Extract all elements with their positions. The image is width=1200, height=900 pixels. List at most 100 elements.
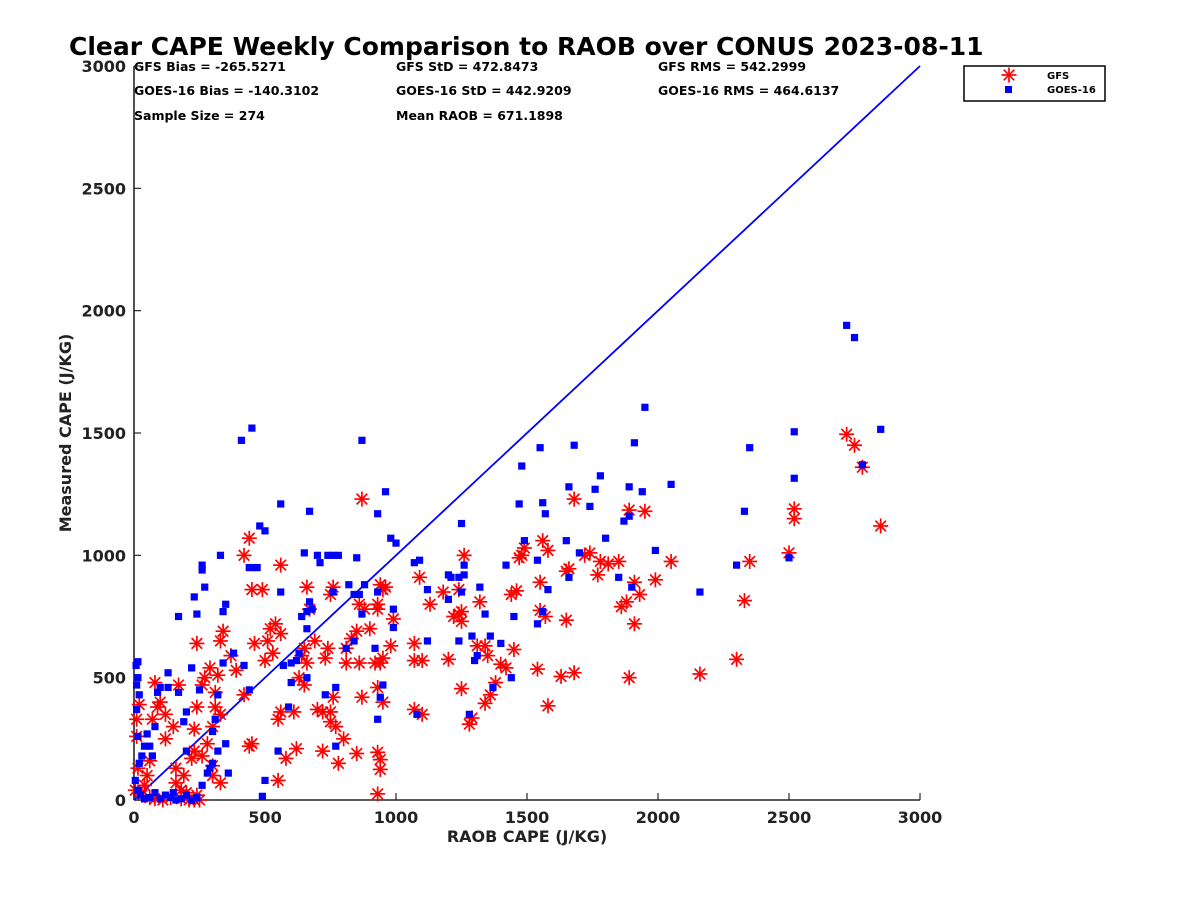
goes16-point (182, 708, 190, 716)
gfs-point (202, 660, 218, 676)
goes16-point (172, 796, 180, 804)
goes16-point (201, 583, 209, 591)
gfs-point (262, 621, 278, 637)
stats-block: GFS Bias = -265.5271 GFS StD = 472.8473 … (134, 59, 839, 123)
legend-gfs-star (1001, 67, 1017, 83)
goes16-point (209, 727, 217, 736)
goes16-point (305, 598, 314, 606)
goes16-point (193, 610, 201, 618)
gfs-point (307, 633, 323, 649)
goes16-point (329, 551, 337, 559)
goes16-point (510, 612, 518, 621)
gfs-point (461, 716, 477, 732)
goes16-point (143, 730, 151, 738)
x-tick-label: 2500 (767, 808, 812, 827)
gfs-point (336, 731, 352, 747)
goes16-point (471, 656, 479, 665)
gfs-point (194, 748, 210, 764)
gfs-point (412, 569, 428, 585)
goes16-point (134, 786, 142, 794)
gfs-point (241, 738, 257, 754)
gfs-point (506, 642, 522, 658)
gfs-point (786, 511, 802, 527)
gfs-point (212, 633, 228, 649)
goes16-point (174, 612, 183, 621)
x-tick-label: 3000 (898, 808, 943, 827)
goes16-point (565, 483, 573, 491)
gfs-point (480, 648, 496, 664)
gfs-point (157, 731, 173, 747)
goes16-point (240, 661, 248, 670)
gfs-point (257, 653, 273, 669)
goes16-point (198, 781, 206, 789)
y-tick-label: 3000 (81, 57, 126, 76)
goes16-point (379, 681, 387, 689)
goes16-point (667, 480, 675, 488)
goes16-point (151, 723, 159, 731)
gfs-point (323, 714, 338, 730)
goes16-point (216, 551, 225, 559)
goes16-point (277, 500, 285, 508)
goes16-point (387, 534, 395, 542)
goes16-point (295, 649, 303, 657)
gfs-point (317, 650, 333, 666)
series-goes16 (131, 321, 885, 804)
chart-title: Clear CAPE Weekly Comparison to RAOB ove… (69, 32, 984, 61)
goes16-point (219, 659, 227, 667)
gfs-point (847, 437, 862, 453)
gfs-point (372, 761, 388, 777)
goes16-point (596, 472, 604, 480)
gfs-point (291, 670, 307, 686)
gfs-point (472, 594, 488, 610)
goes16-point (292, 656, 301, 665)
goes16-point (303, 674, 311, 682)
goes16-point (355, 590, 363, 599)
goes16-point (515, 500, 523, 508)
goes16-point (455, 637, 463, 645)
stat-goes-bias: GOES-16 Bias = -140.3102 (134, 83, 319, 98)
legend-goes16-label: GOES-16 (1047, 85, 1096, 96)
goes16-point (151, 789, 159, 797)
goes16-point (211, 715, 219, 723)
goes16-point (342, 644, 350, 652)
goes16-point (575, 549, 583, 557)
goes16-point (392, 539, 400, 547)
y-tick-label: 1000 (81, 546, 126, 565)
goes16-point (345, 581, 353, 589)
y-axis-ticks: 0 500 1000 1500 2000 2500 3000 (81, 57, 141, 810)
goes16-point (696, 588, 704, 596)
gfs-point (736, 593, 752, 609)
gfs-point (150, 699, 166, 715)
goes16-point (198, 561, 206, 569)
goes16-point (843, 321, 851, 329)
goes16-point (334, 551, 342, 559)
goes16-point (279, 661, 287, 670)
gfs-point (215, 623, 231, 639)
goes16-point (164, 683, 172, 692)
gfs-point (176, 768, 192, 784)
goes16-point (740, 507, 749, 515)
goes16-point (298, 612, 306, 621)
gfs-point (532, 574, 548, 590)
goes16-point (615, 573, 623, 581)
goes16-point (350, 590, 358, 599)
legend-gfs-label: GFS (1047, 71, 1069, 82)
goes16-point (195, 686, 204, 694)
goes16-point (131, 776, 139, 785)
goes16-point (460, 571, 468, 579)
goes16-point (371, 644, 379, 652)
gfs-point (663, 553, 679, 569)
goes16-point (222, 740, 230, 748)
one-to-one-line (133, 65, 921, 801)
goes16-point (146, 793, 154, 802)
goes16-point (620, 517, 628, 525)
gfs-point (129, 711, 145, 727)
gfs-point (273, 626, 289, 642)
goes16-point (277, 588, 285, 596)
goes16-point (486, 632, 494, 640)
goes16-point (502, 561, 510, 569)
goes16-point (376, 693, 384, 701)
gfs-point (566, 491, 582, 507)
goes16-point (497, 639, 505, 648)
